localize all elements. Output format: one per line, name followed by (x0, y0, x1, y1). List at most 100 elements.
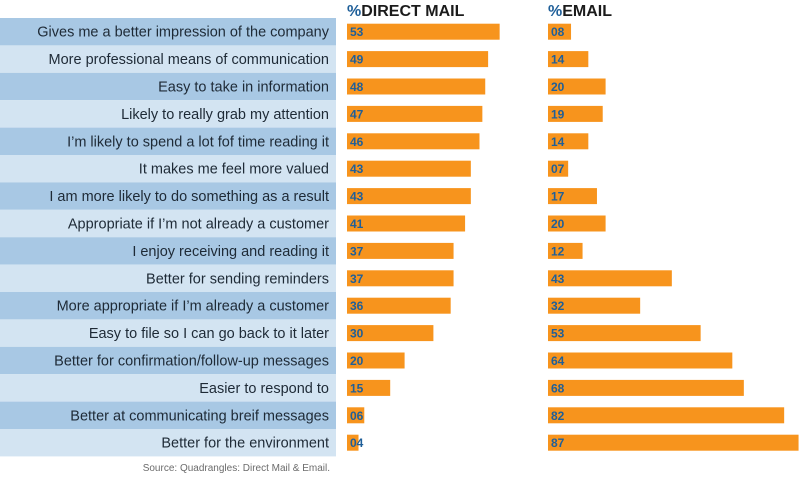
row-band (0, 182, 336, 210)
email-value-label: 12 (551, 244, 565, 258)
row-band (0, 237, 336, 265)
category-label: Easy to take in information (158, 80, 329, 96)
direct-mail-value-label: 49 (350, 53, 364, 67)
row-band (0, 72, 336, 101)
row-band (0, 346, 336, 375)
direct-mail-value-label: 37 (350, 244, 364, 258)
email-bar (548, 379, 744, 396)
direct-mail-bar (347, 379, 391, 396)
category-label: I’m likely to spend a lot fof time readi… (67, 134, 329, 150)
email-value-label: 14 (551, 53, 565, 67)
direct-mail-header: %DIRECT MAIL (347, 3, 465, 20)
category-label: Appropriate if I’m not already a custome… (68, 217, 329, 233)
email-bar (548, 133, 589, 150)
direct-mail-bar (347, 133, 480, 150)
email-value-label: 17 (551, 190, 565, 204)
direct-mail-bar (347, 215, 466, 232)
category-label: Better for confirmation/follow-up messag… (54, 354, 329, 370)
email-bar (548, 434, 799, 451)
direct-mail-bar (347, 23, 500, 40)
category-label: I enjoy receiving and reading it (132, 244, 329, 260)
direct-mail-bar (347, 325, 434, 342)
email-bar (548, 78, 606, 95)
direct-mail-value-label: 04 (350, 436, 364, 450)
category-label: More appropriate if I’m already a custom… (57, 299, 330, 315)
email-header-label: EMAIL (562, 3, 612, 20)
category-label: It makes me feel more valued (139, 162, 329, 178)
direct-mail-bar (347, 352, 405, 369)
direct-mail-value-label: 20 (350, 354, 364, 368)
source-note: Source: Quadrangles: Direct Mail & Email… (143, 463, 330, 474)
row-band (0, 401, 336, 429)
category-label: Likely to really grab my attention (121, 107, 329, 123)
category-label: Better at communicating breif messages (70, 408, 329, 424)
email-value-label: 82 (551, 409, 565, 423)
direct-mail-bars: 53 49 48 47 46 43 43 41 37 37 36 30 20 15 06 04 (347, 23, 500, 451)
direct-mail-value-label: 37 (350, 272, 364, 286)
row-band (0, 100, 336, 128)
direct-mail-bar (347, 105, 483, 122)
category-label: Gives me a better impression of the comp… (37, 25, 329, 41)
row-band (0, 319, 336, 347)
direct-mail-value-label: 48 (350, 80, 364, 94)
direct-mail-bar (347, 188, 471, 205)
category-label: Easier to respond to (199, 381, 329, 397)
direct-mail-bar (347, 242, 454, 259)
email-value-label: 68 (551, 381, 565, 395)
email-bars: 08 14 20 19 14 07 17 20 12 43 32 53 64 68 82 87 (548, 23, 799, 451)
direct-mail-value-label: 06 (350, 409, 364, 423)
direct-mail-value-label: 43 (350, 190, 364, 204)
email-bar (548, 51, 589, 68)
email-value-label: 07 (551, 162, 565, 176)
direct-mail-value-label: 47 (350, 107, 364, 121)
direct-mail-value-label: 30 (350, 327, 364, 341)
category-labels: Gives me a better impression of the comp… (37, 25, 329, 452)
email-value-label: 87 (551, 436, 565, 450)
direct-mail-bar (347, 78, 486, 95)
row-band (0, 45, 336, 73)
email-header: %EMAIL (548, 3, 612, 20)
category-label: Easy to file so I can go back to it late… (89, 326, 329, 342)
row-band (0, 155, 336, 183)
email-value-label: 53 (551, 327, 565, 341)
email-value-label: 32 (551, 299, 565, 313)
email-bar (548, 325, 701, 342)
email-bar (548, 160, 569, 177)
row-band (0, 18, 336, 46)
email-value-label: 14 (551, 135, 565, 149)
direct-mail-value-label: 41 (350, 217, 364, 231)
email-header-percent: % (548, 3, 562, 20)
email-bar (548, 352, 733, 369)
email-value-label: 19 (551, 107, 565, 121)
row-band (0, 374, 336, 402)
email-bar (548, 215, 606, 232)
row-band (0, 264, 336, 292)
category-label: Better for the environment (161, 436, 329, 452)
email-value-label: 08 (551, 25, 565, 39)
direct-mail-header-label: DIRECT MAIL (361, 3, 464, 20)
email-value-label: 20 (551, 80, 565, 94)
direct-mail-bar (347, 407, 365, 424)
direct-mail-bar (347, 297, 451, 314)
email-bar (548, 242, 583, 259)
row-band (0, 209, 336, 238)
email-bar (548, 188, 597, 205)
email-bar (548, 297, 641, 314)
email-bar (548, 270, 672, 287)
email-bar (548, 105, 603, 122)
direct-mail-header-percent: % (347, 3, 361, 20)
direct-mail-bar (347, 160, 471, 177)
row-band (0, 292, 336, 320)
row-backgrounds (0, 18, 336, 457)
direct-mail-bar (347, 270, 454, 287)
email-value-label: 64 (551, 354, 565, 368)
category-label: I am more likely to do something as a re… (49, 189, 329, 205)
direct-mail-value-label: 43 (350, 162, 364, 176)
email-bar (548, 407, 785, 424)
direct-mail-bar (347, 51, 489, 68)
direct-mail-value-label: 15 (350, 381, 364, 395)
direct-mail-value-label: 53 (350, 25, 364, 39)
row-band (0, 127, 336, 155)
direct-mail-value-label: 36 (350, 299, 364, 313)
